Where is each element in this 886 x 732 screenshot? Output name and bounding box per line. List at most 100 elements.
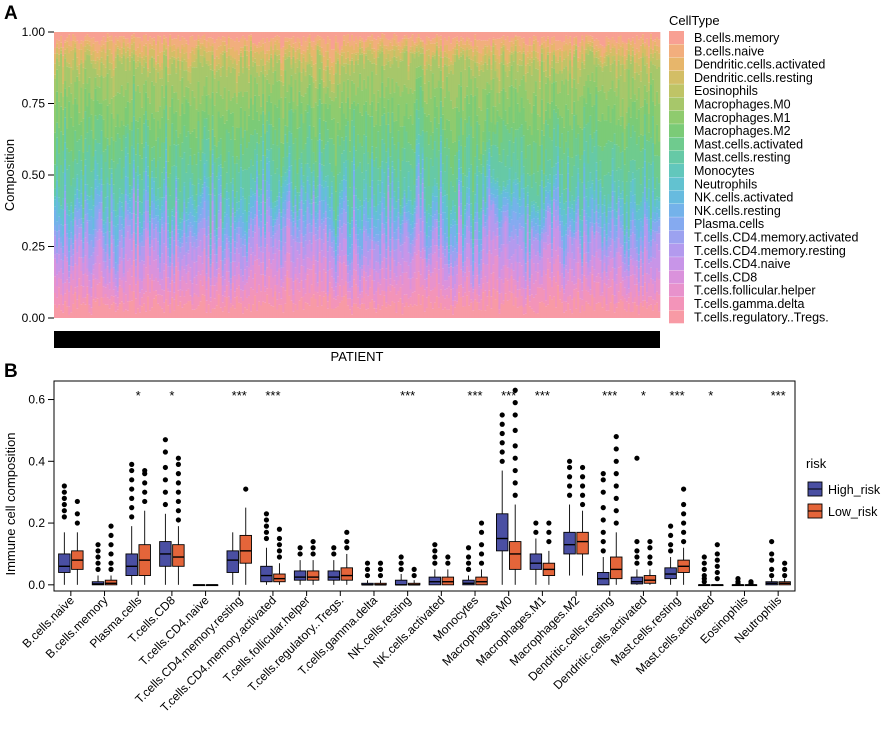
composition-segment (413, 102, 416, 153)
composition-segment (243, 130, 247, 170)
composition-segment (161, 117, 164, 143)
composition-segment (118, 216, 122, 231)
composition-segment (397, 262, 400, 281)
composition-segment (310, 297, 313, 318)
composition-segment (90, 209, 93, 217)
composition-segment (304, 41, 307, 53)
composition-segment (447, 260, 451, 265)
composition-segment (74, 52, 77, 83)
composition-segment (455, 257, 459, 266)
composition-segment (150, 81, 154, 114)
composition-segment (421, 168, 425, 179)
composition-segment (94, 263, 97, 279)
composition-segment (219, 260, 223, 278)
composition-segment (173, 57, 176, 60)
composition-segment (64, 210, 67, 225)
composition-segment (419, 304, 422, 318)
composition-segment (403, 84, 406, 116)
composition-segment (437, 226, 441, 236)
composition-segment (468, 49, 471, 56)
composition-segment (419, 135, 422, 174)
composition-segment (383, 69, 386, 98)
composition-segment (237, 214, 241, 219)
composition-segment (189, 178, 192, 182)
composition-segment (352, 109, 356, 127)
composition-segment (328, 269, 332, 283)
composition-segment (476, 40, 479, 47)
composition-segment (102, 119, 105, 152)
composition-segment (173, 206, 176, 217)
composition-segment (262, 180, 265, 195)
composition-segment (338, 50, 342, 55)
composition-segment (425, 222, 429, 236)
composition-segment (185, 172, 188, 208)
composition-segment (377, 43, 380, 50)
composition-segment (320, 291, 324, 306)
composition-segment (161, 142, 164, 173)
composition-segment (239, 276, 243, 290)
composition-segment (223, 249, 227, 259)
composition-segment (296, 227, 299, 229)
composition-segment (314, 87, 317, 103)
composition-segment (409, 289, 412, 297)
composition-segment (118, 303, 122, 318)
composition-segment (82, 46, 85, 63)
composition-segment (140, 281, 144, 290)
composition-segment (171, 85, 174, 99)
composition-segment (175, 212, 178, 226)
composition-segment (126, 271, 130, 302)
composition-segment (466, 276, 469, 296)
composition-segment (155, 140, 158, 168)
composition-segment (84, 36, 87, 41)
composition-segment (193, 216, 196, 222)
composition-segment (231, 305, 235, 318)
composition-segment (130, 265, 134, 277)
composition-segment (312, 152, 315, 164)
composition-segment (270, 124, 273, 149)
composition-segment (152, 118, 156, 147)
composition-segment (421, 90, 425, 108)
composition-segment (171, 39, 174, 46)
composition-segment (300, 81, 303, 96)
composition-segment (464, 272, 467, 282)
composition-segment (490, 176, 493, 183)
composition-segment (177, 60, 180, 100)
composition-segment (429, 290, 433, 303)
composition-segment (288, 44, 291, 52)
composition-segment (397, 130, 400, 143)
composition-segment (488, 38, 491, 46)
composition-segment (460, 254, 463, 270)
composition-segment (359, 36, 362, 41)
composition-segment (383, 172, 386, 194)
composition-segment (167, 187, 170, 210)
composition-segment (320, 171, 324, 186)
composition-segment (357, 297, 360, 308)
composition-segment (474, 202, 477, 213)
composition-segment (391, 205, 394, 224)
composition-segment (223, 32, 227, 38)
composition-segment (429, 302, 433, 318)
composition-segment (439, 303, 443, 318)
composition-segment (213, 254, 216, 277)
composition-segment (447, 309, 451, 318)
composition-segment (148, 129, 152, 178)
composition-segment (441, 219, 445, 236)
composition-segment (346, 282, 350, 292)
composition-segment (148, 236, 152, 245)
composition-segment (88, 280, 91, 294)
composition-segment (421, 248, 425, 260)
composition-segment (205, 139, 208, 161)
composition-segment (298, 192, 301, 196)
composition-segment (56, 47, 59, 54)
composition-segment (500, 244, 503, 252)
composition-segment (502, 190, 505, 198)
composition-segment (80, 87, 83, 122)
composition-segment (173, 50, 176, 58)
composition-segment (203, 34, 206, 40)
composition-segment (80, 49, 83, 60)
composition-segment (494, 32, 497, 40)
composition-segment (393, 45, 396, 51)
composition-segment (342, 296, 346, 318)
composition-segment (439, 101, 443, 118)
composition-segment (278, 80, 281, 100)
